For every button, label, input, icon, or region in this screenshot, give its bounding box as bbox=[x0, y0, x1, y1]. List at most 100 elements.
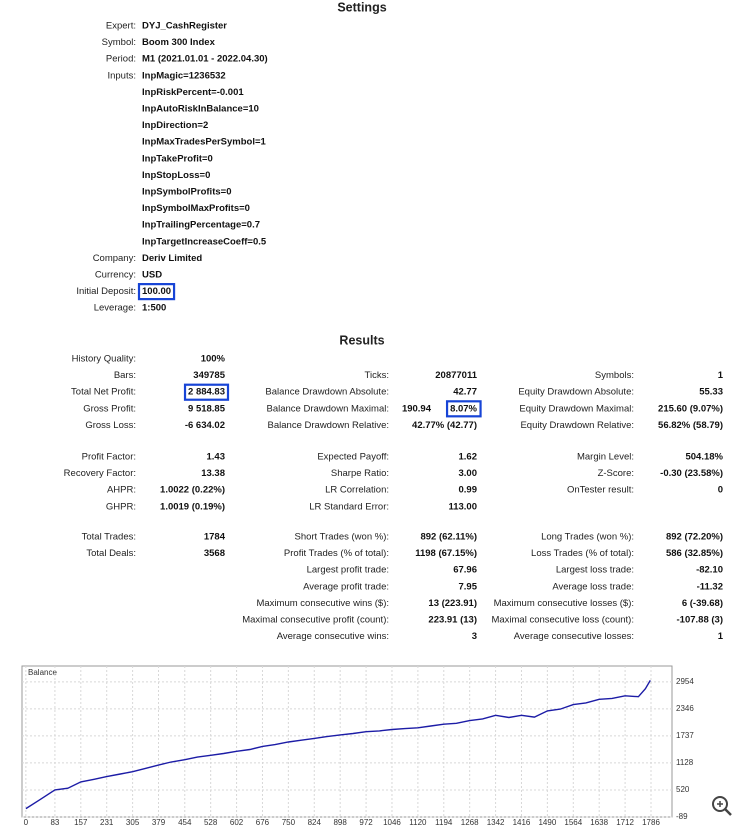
x-tick-label: 898 bbox=[333, 818, 347, 827]
x-tick-label: 602 bbox=[230, 818, 244, 827]
results-title: Results bbox=[339, 333, 384, 347]
x-tick-label: 83 bbox=[50, 818, 59, 827]
setting-value: Boom 300 Index bbox=[142, 37, 216, 48]
result-label: Recovery Factor: bbox=[64, 468, 136, 479]
result-value: 1.43 bbox=[207, 452, 226, 463]
x-tick-label: 0 bbox=[24, 818, 29, 827]
result-label: Symbols: bbox=[595, 370, 634, 381]
y-tick-label: 2346 bbox=[676, 704, 694, 713]
x-tick-label: 1638 bbox=[590, 818, 608, 827]
setting-label: Initial Deposit: bbox=[76, 286, 136, 297]
setting-value: InpSymbolMaxProfits=0 bbox=[142, 203, 250, 214]
result-value: 0 bbox=[718, 485, 723, 496]
result-label: Z-Score: bbox=[598, 468, 634, 479]
result-value: 42.77 bbox=[453, 387, 477, 398]
chart-frame bbox=[21, 665, 673, 818]
x-tick-label: 972 bbox=[359, 818, 373, 827]
balance-line bbox=[25, 680, 651, 810]
setting-value: InpMagic=1236532 bbox=[142, 70, 226, 81]
setting-value: InpTargetIncreaseCoeff=0.5 bbox=[142, 236, 267, 247]
x-tick-label: 157 bbox=[74, 818, 88, 827]
result-value: 892 (72.20%) bbox=[666, 532, 723, 543]
result-label: Long Trades (won %): bbox=[541, 532, 634, 543]
setting-value: DYJ_CashRegister bbox=[142, 21, 227, 32]
result-value: 7.95 bbox=[459, 581, 478, 592]
result-value: 9 518.85 bbox=[188, 403, 226, 414]
result-label: Maximum consecutive wins ($): bbox=[256, 598, 389, 609]
settings-title: Settings bbox=[337, 0, 386, 14]
result-value: 1 bbox=[718, 631, 724, 642]
x-tick-label: 528 bbox=[204, 818, 218, 827]
result-value: 100% bbox=[201, 354, 226, 365]
setting-value: InpAutoRiskInBalance=10 bbox=[142, 104, 259, 115]
setting-value: InpTrailingPercentage=0.7 bbox=[142, 220, 260, 231]
result-value: 349785 bbox=[193, 370, 225, 381]
result-value: 586 (32.85%) bbox=[666, 548, 723, 559]
x-tick-label: 1194 bbox=[435, 818, 453, 827]
zoom-icon[interactable] bbox=[712, 796, 732, 816]
result-label: LR Standard Error: bbox=[309, 501, 389, 512]
result-label: History Quality: bbox=[72, 354, 136, 365]
result-label: Short Trades (won %): bbox=[294, 532, 389, 543]
result-label: Profit Factor: bbox=[82, 452, 136, 463]
y-tick-label: 520 bbox=[676, 785, 690, 794]
setting-value: M1 (2021.01.01 - 2022.04.30) bbox=[142, 54, 268, 65]
result-value: -107.88 (3) bbox=[677, 615, 723, 626]
chart-title: Balance bbox=[28, 668, 57, 677]
x-tick-label: 1342 bbox=[487, 818, 505, 827]
result-label: Average consecutive wins: bbox=[277, 631, 389, 642]
setting-value: InpStopLoss=0 bbox=[142, 170, 210, 181]
setting-label: Symbol: bbox=[102, 37, 136, 48]
setting-value: 1:500 bbox=[142, 303, 166, 314]
result-label: Largest profit trade: bbox=[307, 565, 389, 576]
x-tick-label: 305 bbox=[126, 818, 140, 827]
result-label: Balance Drawdown Absolute: bbox=[265, 387, 389, 398]
result-label: Average profit trade: bbox=[303, 581, 389, 592]
result-value: 1.0022 (0.22%) bbox=[160, 485, 225, 496]
result-value: -11.32 bbox=[697, 581, 723, 592]
x-tick-label: 1712 bbox=[616, 818, 634, 827]
result-value: 13 (223.91) bbox=[428, 598, 477, 609]
result-value: -82.10 bbox=[696, 565, 723, 576]
result-label: Sharpe Ratio: bbox=[331, 468, 389, 479]
result-label: Gross Profit: bbox=[83, 403, 136, 414]
result-label: OnTester result: bbox=[567, 485, 634, 496]
setting-value: USD bbox=[142, 270, 162, 281]
result-value: 8.07% bbox=[450, 403, 477, 414]
highlight-box bbox=[445, 400, 482, 418]
result-label: Balance Drawdown Maximal: bbox=[267, 403, 390, 414]
result-label: Maximal consecutive profit (count): bbox=[242, 615, 389, 626]
result-value: -6 634.02 bbox=[185, 420, 225, 431]
y-tick-label: 2954 bbox=[676, 677, 694, 686]
setting-value: InpTakeProfit=0 bbox=[142, 153, 213, 164]
result-value: 42.77% (42.77) bbox=[412, 420, 477, 431]
result-label: Total Deals: bbox=[86, 548, 136, 559]
result-label: Margin Level: bbox=[577, 452, 634, 463]
result-label: Profit Trades (% of total): bbox=[284, 548, 389, 559]
y-tick-label: -89 bbox=[676, 812, 688, 821]
result-value: 3.00 bbox=[459, 468, 478, 479]
x-tick-label: 1268 bbox=[461, 818, 479, 827]
setting-label: Period: bbox=[106, 54, 136, 65]
setting-value: Deriv Limited bbox=[142, 253, 202, 264]
x-tick-label: 1490 bbox=[538, 818, 556, 827]
result-label: Largest loss trade: bbox=[556, 565, 634, 576]
result-label: Equity Drawdown Relative: bbox=[520, 420, 634, 431]
result-value: 67.96 bbox=[453, 565, 477, 576]
y-tick-label: 1737 bbox=[676, 731, 694, 740]
setting-value: InpSymbolProfits=0 bbox=[142, 187, 231, 198]
x-tick-label: 1046 bbox=[383, 818, 401, 827]
result-value: -0.30 (23.58%) bbox=[660, 468, 723, 479]
setting-value: InpDirection=2 bbox=[142, 120, 208, 131]
result-value: 113.00 bbox=[448, 501, 477, 512]
result-value: 190.94 bbox=[402, 403, 432, 414]
x-tick-label: 750 bbox=[282, 818, 296, 827]
y-tick-label: 1128 bbox=[676, 758, 694, 767]
result-label: Gross Loss: bbox=[85, 420, 136, 431]
result-value: 223.91 (13) bbox=[428, 615, 477, 626]
result-value: 55.33 bbox=[699, 387, 723, 398]
x-tick-label: 379 bbox=[152, 818, 166, 827]
result-label: Total Net Profit: bbox=[71, 387, 136, 398]
